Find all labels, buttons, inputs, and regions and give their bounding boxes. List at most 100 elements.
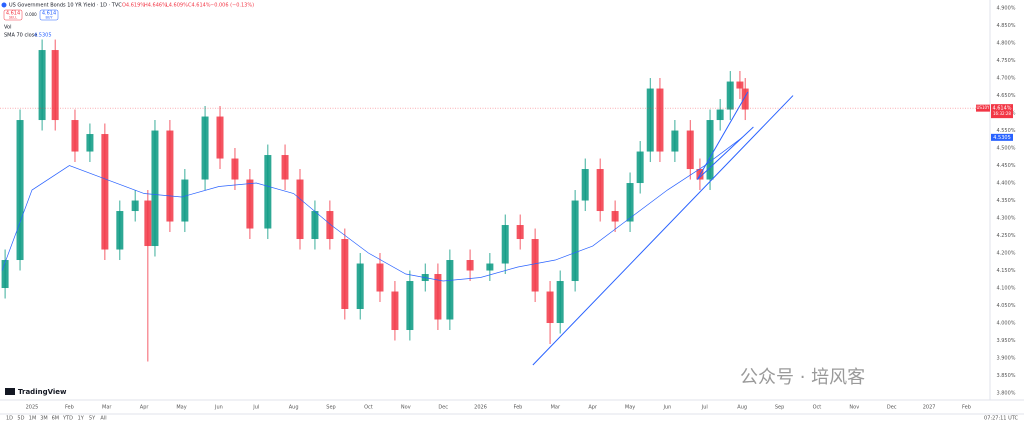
x-tick-label: Apr — [588, 405, 598, 411]
y-tick-label: 4.500% — [996, 146, 1015, 152]
ma-label: SMA 70 close — [4, 33, 37, 39]
x-tick-label: Dec — [887, 405, 897, 411]
logo-text: TradingView — [18, 388, 67, 396]
candle-body — [671, 130, 679, 152]
range-button[interactable]: 5Y — [89, 416, 96, 422]
x-tick-label: May — [625, 405, 635, 411]
change: −0.006 (−0.13%) — [210, 3, 254, 9]
candle-body — [626, 183, 634, 222]
range-button[interactable]: YTD — [62, 416, 73, 422]
candle-body — [434, 274, 442, 320]
candle-body — [264, 155, 272, 229]
candle-body — [376, 263, 384, 292]
candle-body — [596, 169, 604, 212]
buy-button[interactable] — [39, 9, 59, 21]
x-tick-label: Nov — [849, 405, 859, 411]
ma-value: 4.5305 — [34, 33, 52, 39]
candle-body — [16, 120, 24, 261]
candle-body — [38, 50, 46, 121]
ohlc-legend: O4.619%H4.646% L4.609% C4.614% −0.006 (−0.1… — [122, 3, 254, 9]
range-button[interactable]: 5D — [17, 416, 24, 422]
trend-line[interactable] — [696, 91, 749, 180]
x-tick-label: Jul — [701, 405, 708, 411]
range-buttons: 1D 5D 1M 3M 6M YTD 1Y 5Y All — [6, 416, 107, 422]
countdown: 16:32:28 — [993, 111, 1011, 116]
symbol-tag-bg — [976, 104, 990, 112]
trend-line[interactable] — [696, 126, 754, 180]
candle-body — [116, 211, 124, 250]
x-tick-label: Jun — [663, 405, 672, 411]
ma-line — [1, 137, 743, 282]
x-tick-label: Aug — [289, 405, 299, 411]
symbol-flag — [1, 2, 7, 8]
range-button[interactable]: 1M — [29, 416, 37, 422]
x-tick-label: Apr — [140, 405, 150, 411]
candle-body — [86, 134, 94, 152]
candle-body — [656, 88, 664, 152]
candle-body — [516, 225, 524, 240]
y-tick-label: 4.000% — [996, 321, 1015, 327]
candle-body — [611, 211, 619, 222]
candle-body — [501, 225, 509, 264]
buy-label: BUY — [45, 16, 53, 20]
trend-line[interactable] — [532, 95, 794, 366]
candle-body — [406, 281, 414, 331]
sell-price: 4.614 — [6, 11, 20, 17]
candle-body — [216, 116, 224, 159]
ohlc-value: H4.646% — [144, 3, 167, 9]
x-tick-label: Jul — [252, 405, 259, 411]
x-tick-label: Oct — [364, 405, 373, 411]
y-tick-label: 4.050% — [996, 303, 1015, 309]
range-button[interactable]: 1D — [6, 416, 13, 422]
candle-body — [686, 130, 694, 170]
x-tick-label: Sep — [775, 405, 784, 411]
volume-label: Vol — [4, 25, 11, 31]
candle-body — [231, 158, 239, 180]
y-tick-label: 4.350% — [996, 198, 1015, 204]
candle-body — [71, 120, 79, 152]
x-tick-label: 2025 — [26, 405, 39, 411]
candle-body — [531, 239, 539, 292]
candle-body — [646, 88, 654, 152]
candle-body — [716, 109, 724, 121]
y-tick-label: 3.950% — [996, 338, 1015, 344]
y-tick-label: 3.900% — [996, 356, 1015, 362]
y-tick-label: 4.250% — [996, 233, 1015, 239]
y-tick-label: 4.100% — [996, 286, 1015, 292]
candle-body — [636, 151, 644, 184]
x-tick-label: Feb — [65, 405, 74, 411]
y-tick-label: 3.800% — [996, 391, 1015, 397]
last-price-bg — [991, 104, 1013, 119]
candle-body — [341, 239, 349, 310]
ohlc-value: O4.619% — [122, 3, 145, 9]
symbol-title: US Government Bonds 10 YR Yield · 1D · T… — [9, 3, 122, 9]
candle-body — [571, 200, 579, 282]
candle-body — [131, 200, 139, 212]
range-button[interactable]: 1Y — [78, 416, 85, 422]
x-tick-label: Dec — [438, 405, 448, 411]
x-tick-label: Oct — [813, 405, 822, 411]
y-tick-label: 4.550% — [996, 128, 1015, 134]
candle-body — [706, 120, 714, 180]
y-tick-label: 4.200% — [996, 251, 1015, 257]
x-tick-label: Feb — [962, 405, 971, 411]
candle-body — [466, 260, 474, 271]
buy-price: 4.614 — [42, 11, 56, 17]
x-tick-label: Mar — [551, 405, 561, 411]
candle-body — [144, 200, 152, 247]
candle-body — [581, 169, 589, 201]
ohlc-value: C4.614% — [188, 3, 211, 9]
y-tick-label: 4.650% — [996, 93, 1015, 99]
ohlc-value: L4.609% — [166, 3, 188, 9]
candle-body — [1, 260, 9, 289]
range-button[interactable]: All — [100, 416, 106, 422]
x-tick-label: Aug — [737, 405, 747, 411]
range-button[interactable]: 6M — [52, 416, 60, 422]
y-tick-label: 4.400% — [996, 181, 1015, 187]
sell-button[interactable] — [3, 9, 23, 21]
range-button[interactable]: 3M — [40, 416, 48, 422]
x-tick-label: Feb — [513, 405, 522, 411]
x-tick-label: Sep — [326, 405, 335, 411]
candle-body — [446, 260, 454, 320]
